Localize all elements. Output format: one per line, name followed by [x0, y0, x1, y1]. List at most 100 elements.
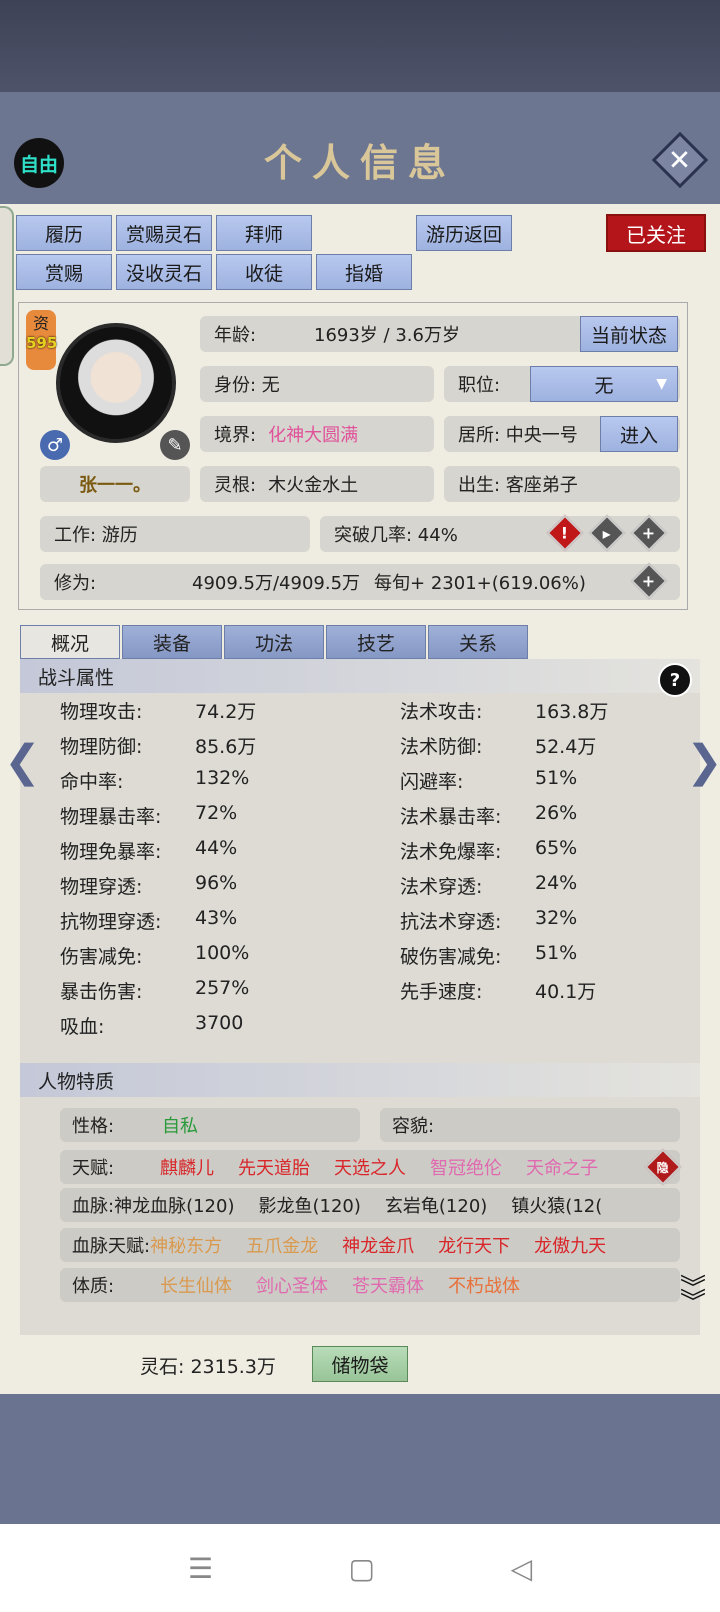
back-icon[interactable]: ◁: [510, 1551, 533, 1585]
physique-item: 不朽战体: [448, 1276, 520, 1297]
stat-value: 85.6万: [195, 736, 257, 758]
realm-value: 化神大圆满: [268, 425, 359, 446]
current-status-button[interactable]: 当前状态: [580, 316, 678, 352]
resume-button[interactable]: 履历: [16, 215, 112, 251]
physique-item: 苍天霸体: [352, 1276, 424, 1297]
stat-value: 65%: [535, 837, 578, 859]
confiscate-stone-button[interactable]: 没收灵石: [116, 254, 212, 290]
reward-stone-button[interactable]: 赏赐灵石: [116, 215, 212, 251]
bloodline-talent-item: 龙傲九天: [534, 1236, 607, 1257]
stat-label: 先手速度:: [400, 981, 483, 1003]
stat-value: 51%: [535, 942, 578, 964]
cultivation-row: 修为: 4909.5万/4909.5万 每旬+ 2301+(619.06%): [40, 564, 680, 600]
apprentice-button[interactable]: 拜师: [216, 215, 312, 251]
identity: 身份: 无: [200, 366, 434, 402]
stat-label: 法术暴击率:: [400, 806, 502, 828]
personality-label: 性格:: [72, 1116, 115, 1137]
talent-row: 天赋: 麒麟儿 先天道胎 天选之人 智冠绝伦 天命之子: [60, 1150, 680, 1184]
followed-button[interactable]: 已关注: [606, 214, 706, 252]
bloodline-talent-item: 五爪金龙: [246, 1236, 319, 1257]
personality-value: 自私: [162, 1116, 198, 1137]
bloodline-talent-label: 血脉天赋:: [72, 1236, 151, 1257]
stat-value: 40.1万: [535, 981, 597, 1003]
tab-overview[interactable]: 概况: [20, 625, 120, 659]
stat-label: 暴击伤害:: [60, 981, 143, 1003]
personality-row: 性格: 自私: [60, 1108, 360, 1142]
per-turn-gain: 每旬+ 2301+(619.06%): [374, 573, 586, 594]
page-title: 个人信息: [263, 140, 456, 185]
stat-label: 闪避率:: [400, 771, 464, 793]
stat-value: 132%: [195, 767, 250, 789]
stat-value: 26%: [535, 802, 578, 824]
physique-item: 剑心圣体: [256, 1276, 328, 1297]
traits-header: 人物特质: [20, 1063, 700, 1097]
talent-item: 天命之子: [526, 1158, 598, 1179]
return-travel-button[interactable]: 游历返回: [416, 215, 512, 251]
tab-equipment[interactable]: 装备: [122, 625, 222, 659]
help-icon[interactable]: ?: [658, 663, 692, 697]
stat-label: 吸血:: [60, 1016, 105, 1038]
stat-value: 74.2万: [195, 701, 257, 723]
talent-item: 麒麟儿: [160, 1158, 214, 1179]
age-value: 1693岁 / 3.6万岁: [314, 325, 460, 346]
physique-label: 体质:: [72, 1276, 115, 1297]
close-icon: ✕: [668, 143, 692, 177]
enter-button[interactable]: 进入: [600, 416, 678, 452]
top-band: [0, 0, 720, 92]
tab-relations[interactable]: 关系: [428, 625, 528, 659]
position-value: 无: [594, 374, 614, 397]
talent-item: 天选之人: [334, 1158, 406, 1179]
aptitude-badge: 资 595: [26, 310, 58, 370]
stat-label: 物理穿透:: [60, 876, 143, 898]
stat-value: 32%: [535, 907, 578, 929]
stat-label: 抗法术穿透:: [400, 911, 502, 933]
reward-button[interactable]: 赏赐: [16, 254, 112, 290]
aptitude-value: 595: [26, 334, 58, 352]
menu-icon[interactable]: ☰: [187, 1551, 213, 1585]
stat-label: 法术穿透:: [400, 876, 483, 898]
spirit-stone: 灵石: 2315.3万: [140, 1356, 276, 1378]
bloodline-item: 神龙血脉(120): [114, 1196, 235, 1217]
next-arrow-icon[interactable]: ❯: [686, 736, 720, 787]
position-select[interactable]: 无 ▼: [530, 366, 678, 402]
avatar[interactable]: [56, 323, 176, 443]
stat-label: 法术攻击:: [400, 701, 483, 723]
stat-label: 物理暴击率:: [60, 806, 162, 828]
origin: 出生: 客座弟子: [444, 466, 680, 502]
scroll-down-icon[interactable]: ︾ ︾: [680, 1274, 707, 1318]
root-row: 灵根: 木火金水土: [200, 466, 434, 502]
side-drawer-handle[interactable]: [0, 206, 14, 366]
breakthrough: 突破几率: 44%: [320, 516, 680, 552]
physique-row: 体质: 长生仙体 剑心圣体 苍天霸体 不朽战体: [60, 1268, 680, 1302]
stat-label: 抗物理穿透:: [60, 911, 162, 933]
storage-bag-button[interactable]: 储物袋: [312, 1346, 408, 1382]
stat-label: 破伤害减免:: [400, 946, 502, 968]
character-name[interactable]: 张一一。: [40, 466, 190, 502]
stat-value: 24%: [535, 872, 578, 894]
prev-arrow-icon[interactable]: ❮: [4, 736, 41, 787]
profile-box: [18, 302, 688, 610]
stat-label: 物理免暴率:: [60, 841, 162, 863]
talent-item: 智冠绝伦: [430, 1158, 502, 1179]
realm-label: 境界:: [214, 425, 257, 446]
stat-value: 257%: [195, 977, 250, 999]
brush-icon[interactable]: ✎: [160, 430, 190, 460]
stat-label: 法术免爆率:: [400, 841, 502, 863]
tab-arts[interactable]: 技艺: [326, 625, 426, 659]
root-value: 木火金水土: [268, 475, 359, 496]
bloodline-label: 血脉:: [72, 1196, 115, 1217]
arrange-marriage-button[interactable]: 指婚: [316, 254, 412, 290]
physique-item: 长生仙体: [160, 1276, 232, 1297]
tab-skills[interactable]: 功法: [224, 625, 324, 659]
talent-label: 天赋:: [72, 1158, 115, 1179]
header-bar: [0, 92, 720, 204]
bloodline-row: 血脉: 神龙血脉(120) 影龙鱼(120) 玄岩龟(120) 镇火猿(12(: [60, 1188, 680, 1222]
free-button[interactable]: 自由: [14, 138, 64, 188]
bloodline-item: 镇火猿(12(: [511, 1196, 603, 1217]
cultivation-label: 修为:: [54, 573, 97, 594]
stat-value: 100%: [195, 942, 250, 964]
bloodline-talent-row: 血脉天赋: 神秘东方 五爪金龙 神龙金爪 龙行天下 龙傲九天: [60, 1228, 680, 1262]
home-icon[interactable]: ▢: [348, 1551, 376, 1585]
work: 工作: 游历: [40, 516, 310, 552]
take-disciple-button[interactable]: 收徒: [216, 254, 312, 290]
